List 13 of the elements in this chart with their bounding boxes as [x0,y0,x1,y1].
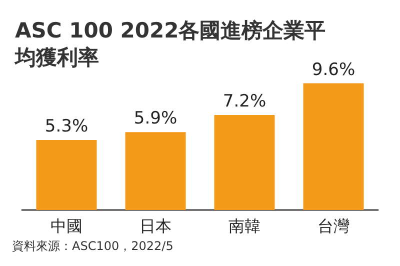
x-tick-label: 中國 [50,216,82,236]
source-note: 資料來源：ASC100，2022/5 [12,239,174,253]
x-tick-label: 南韓 [228,216,260,236]
bar [125,132,186,210]
x-tick-label: 台灣 [318,216,350,236]
data-label: 7.2% [222,91,266,112]
data-label: 5.9% [134,108,178,129]
data-label: 5.3% [44,116,88,137]
bar [214,114,275,210]
bar [36,140,97,210]
bar [303,83,364,210]
x-tick-label: 日本 [140,216,172,236]
data-label: 9.6% [312,60,356,80]
